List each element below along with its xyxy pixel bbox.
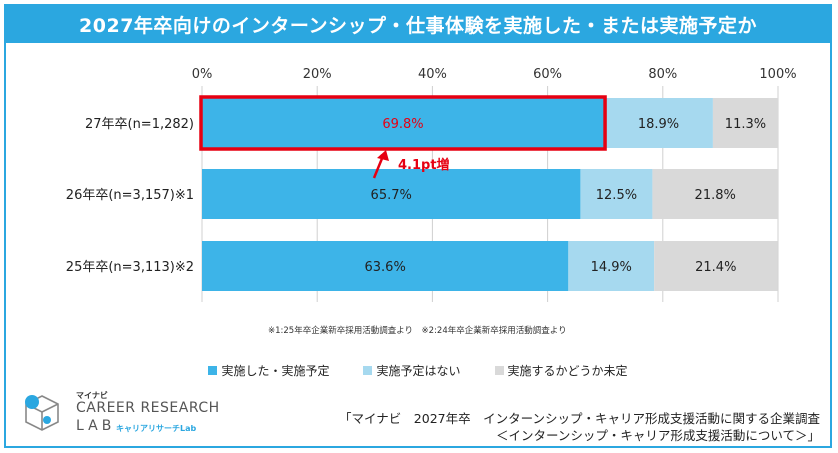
chart-frame: 2027年卒向けのインターンシップ・仕事体験を実施した・または実施予定か 0% 2… <box>4 4 832 448</box>
bar-segment <box>202 98 605 148</box>
x-tick-label: 40% <box>418 67 447 82</box>
logo-brand-small: マイナビ <box>76 391 108 400</box>
x-tick-label: 80% <box>648 67 677 82</box>
data-label: 65.7% <box>371 188 412 203</box>
x-tick-label: 100% <box>759 67 796 82</box>
legend-item-not-planned: 実施予定はない <box>363 362 461 379</box>
category-label: 26年卒(n=3,157)※1 <box>66 188 194 203</box>
data-label: 63.6% <box>365 260 406 275</box>
source-line-2: ＜インターンシップ・キャリア形成支援活動について＞」 <box>495 428 820 443</box>
footnote: ※1:25年卒企業新卒採用活動調査より ※2:24年卒企業新卒採用活動調査より <box>268 326 567 336</box>
highlight-box <box>199 95 607 151</box>
data-label: 18.9% <box>638 117 679 132</box>
bar-segment <box>568 241 655 291</box>
chart-title: 2027年卒向けのインターンシップ・仕事体験を実施した・または実施予定か <box>6 6 830 43</box>
data-label: 21.8% <box>695 188 736 203</box>
data-label: 12.5% <box>596 188 637 203</box>
legend-item-undecided: 実施するかどうか未定 <box>494 362 628 379</box>
x-tick-label: 0% <box>192 67 213 82</box>
bar-segment <box>202 169 581 219</box>
bar-segment <box>202 241 569 291</box>
data-label: 69.8% <box>382 117 423 132</box>
x-tick-label: 20% <box>303 67 332 82</box>
x-tick-label: 60% <box>533 67 562 82</box>
source-line-1: 「マイナビ 2027年卒 インターンシップ・キャリア形成支援活動に関する企業調査 <box>339 411 820 426</box>
stacked-bar-chart: 0% 20% 40% 60% 80% 100% 27年卒(n=1,282) 69.8% 18.9… <box>66 67 797 302</box>
annotation-arrow-head <box>377 150 389 161</box>
category-label: 25年卒(n=3,113)※2 <box>66 260 194 275</box>
data-label: 14.9% <box>591 260 632 275</box>
annotation-text: 4.1pt増 <box>398 157 450 173</box>
legend-swatch-implemented <box>208 366 218 375</box>
legend-swatch-not-planned <box>363 366 373 375</box>
logo-brand-main: CAREER RESEARCH <box>76 400 220 416</box>
data-label: 21.4% <box>695 260 736 275</box>
legend-label-implemented: 実施した・実施予定 <box>221 364 330 378</box>
source-citation: 「マイナビ 2027年卒 インターンシップ・キャリア形成支援活動に関する企業調査… <box>339 410 820 444</box>
legend-label-undecided: 実施するかどうか未定 <box>507 364 628 378</box>
cube-logo-icon <box>25 395 59 431</box>
logo-brand-sub: キャリアリサーチLab <box>116 424 197 433</box>
legend-item-implemented: 実施した・実施予定 <box>208 362 329 379</box>
annotation-arrow-shaft <box>372 155 385 179</box>
bar-segment <box>652 169 778 219</box>
legend-swatch-undecided <box>494 366 504 375</box>
legend-label-not-planned: 実施予定はない <box>376 364 461 378</box>
legend: 実施した・実施予定 実施予定はない 実施するかどうか未定 <box>6 362 830 379</box>
bar-segment <box>654 241 778 291</box>
data-label: 11.3% <box>725 117 766 132</box>
bar-segment <box>580 169 653 219</box>
category-label: 27年卒(n=1,282) <box>85 117 194 132</box>
logo-brand-lab: LAB <box>76 418 116 434</box>
career-research-lab-logo: マイナビ CAREER RESEARCH LAB キャリアリサーチLab <box>22 390 222 440</box>
bar-segment <box>712 98 778 148</box>
bar-segment <box>604 98 713 148</box>
